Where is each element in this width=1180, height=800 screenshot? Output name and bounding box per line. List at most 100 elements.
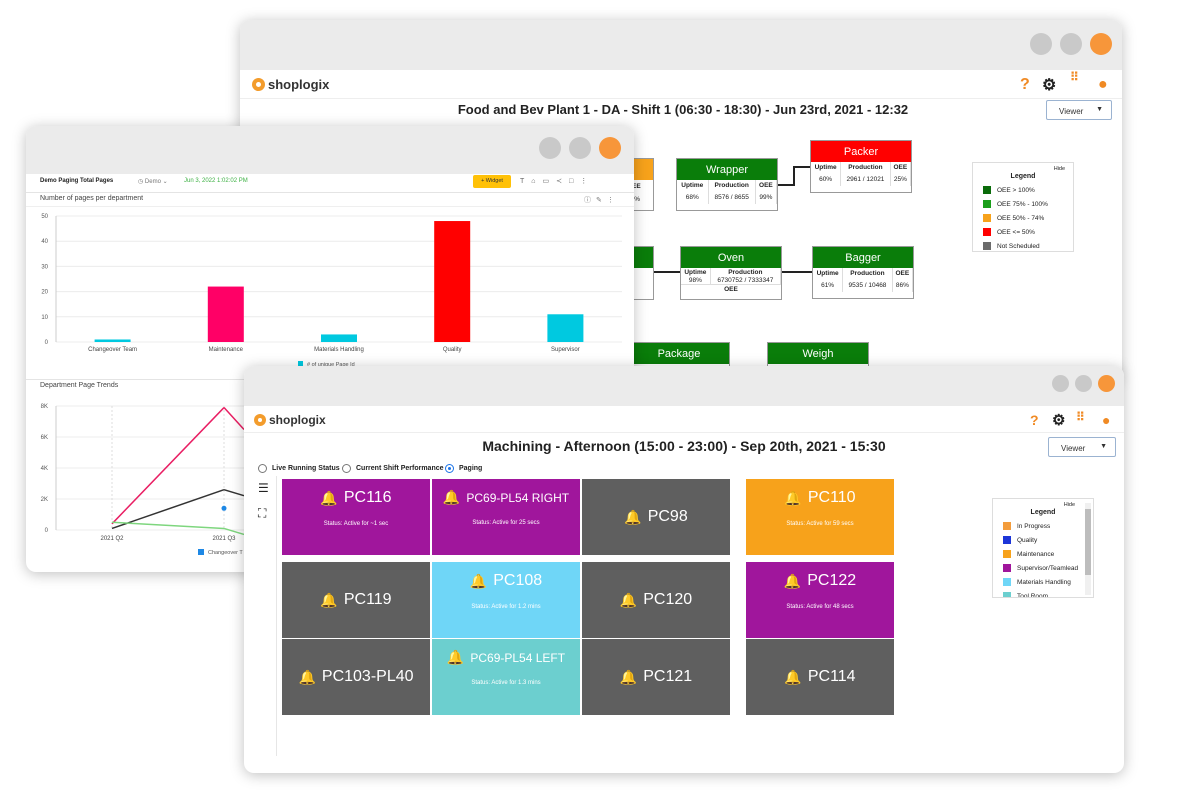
paging-legend: Hide Legend In Progress Quality Maintenanc…	[992, 498, 1094, 598]
radio-button[interactable]	[445, 464, 454, 473]
radio-option[interactable]: Live Running Status	[258, 464, 340, 473]
legend-item: Maintenance	[1003, 550, 1093, 558]
share-icon[interactable]: ≺	[556, 178, 570, 185]
gear-icon[interactable]: ⚙	[1052, 412, 1066, 429]
window-control-button[interactable]	[1098, 375, 1115, 392]
edit-icon[interactable]: ✎	[596, 197, 607, 204]
oee-header: OEE	[892, 268, 914, 279]
legend-label: Tool Room	[1017, 592, 1049, 598]
paging-tile[interactable]: 🔔 PC116 Status: Active for ~1 sec	[282, 479, 430, 555]
production-header: Production	[708, 180, 756, 191]
paging-tile[interactable]: 🔔 PC108 Status: Active for 1.2 mins	[432, 562, 580, 638]
uptime-header: Uptime	[677, 180, 709, 191]
window-control-button[interactable]	[599, 137, 621, 159]
paging-tile[interactable]: 🔔 PC120	[582, 562, 730, 638]
tile-header: 🔔 PC110	[784, 489, 855, 507]
radio-option[interactable]: Paging	[445, 464, 482, 473]
machine-box-packer[interactable]: Packer Uptime Production OEE 60% 2961 / 120…	[810, 140, 912, 193]
tile-header: 🔔 PC120	[620, 591, 692, 609]
image-icon[interactable]: ▭	[542, 178, 557, 185]
paging-tile[interactable]: 🔔 PC114	[746, 639, 894, 715]
machine-box-oven[interactable]: Oven Uptime Production 98% 6730752 / 73333…	[680, 246, 782, 300]
add-widget-button[interactable]: + Widget	[473, 175, 511, 188]
paging-window: shoplogix ? ⚙ ⠿ ● Machining - Afternoon …	[244, 366, 1124, 773]
series-line-tail	[223, 527, 245, 536]
legend-swatch	[983, 242, 991, 250]
legend-swatch	[983, 186, 991, 194]
lock-icon[interactable]: ⌂	[531, 178, 543, 185]
window-control-button[interactable]	[539, 137, 561, 159]
paging-tile[interactable]: 🔔 PC69-PL54 LEFT Status: Active for 1.3 mi…	[432, 639, 580, 715]
page-title: Food and Bev Plant 1 - DA - Shift 1 (06:…	[457, 102, 909, 117]
dashboard-name[interactable]: Demo Paging Total Pages	[40, 178, 114, 184]
machine-box-package[interactable]: Package	[628, 342, 730, 372]
legend-hide-link[interactable]: Hide	[1063, 502, 1075, 508]
apps-grid-icon[interactable]: ⠿	[1070, 70, 1079, 84]
tile-header: 🔔 PC69-PL54 RIGHT	[443, 489, 569, 506]
tile-name: PC110	[807, 489, 856, 506]
radio-button[interactable]	[342, 464, 351, 473]
question-icon[interactable]: ?	[1020, 76, 1030, 93]
legend-hide-link[interactable]: Hide	[1053, 166, 1065, 172]
legend-swatch	[1003, 592, 1011, 597]
tile-header: 🔔 PC116	[320, 489, 391, 507]
legend-swatch	[1003, 578, 1011, 586]
y-tick-label: 2K	[41, 497, 48, 503]
user-icon[interactable]: ●	[1098, 76, 1108, 93]
production-value: 9535 / 10468	[842, 279, 893, 292]
machine-box-bagger[interactable]: Bagger Uptime Production OEE 61% 9535 / 104…	[812, 246, 914, 299]
tile-header: 🔔 PC69-PL54 LEFT	[447, 649, 565, 666]
question-icon[interactable]: ?	[1030, 412, 1039, 428]
y-tick-label: 8K	[41, 404, 48, 410]
window-control-button[interactable]	[1052, 375, 1069, 392]
paging-tile[interactable]: 🔔 PC121	[582, 639, 730, 715]
tile-header: 🔔 PC114	[784, 668, 855, 686]
tile-name: PC69-PL54 LEFT	[470, 650, 566, 665]
paging-tile[interactable]: 🔔 PC103-PL40	[282, 639, 430, 715]
machine-box-wrapper[interactable]: Wrapper Uptime Production OEE 68% 8576 / 86…	[676, 158, 778, 211]
paging-tile[interactable]: 🔔 PC110 Status: Active for 59 secs	[746, 479, 894, 555]
window-control-button[interactable]	[1060, 33, 1082, 55]
radio-button[interactable]	[258, 464, 267, 473]
legend-label: Not Scheduled	[997, 242, 1040, 250]
legend-swatch	[983, 228, 991, 236]
tile-name: PC69-PL54 RIGHT	[466, 490, 570, 505]
viewer-select[interactable]: Viewer ▼	[1046, 100, 1112, 120]
more-icon[interactable]: ⋮	[606, 197, 619, 204]
window-control-button[interactable]	[1030, 33, 1052, 55]
apps-grid-icon[interactable]: ⠿	[1076, 410, 1085, 424]
paging-tile[interactable]: 🔔 PC122 Status: Active for 48 secs	[746, 562, 894, 638]
legend-label: OEE 75% - 100%	[997, 200, 1048, 208]
line-connector	[782, 271, 812, 273]
series-line	[111, 521, 225, 530]
gear-icon[interactable]: ⚙	[1042, 77, 1057, 94]
machine-stats: Uptime Production OEE 61% 9535 / 10468 86%	[813, 268, 914, 292]
viewer-select[interactable]: Viewer ▼	[1048, 437, 1116, 457]
pages-per-department-chart: 0 10 20 30 40 50 Changeover Team Maintenance Mat…	[41, 214, 622, 368]
tile-status: Status: Active for 1.2 mins	[471, 604, 541, 610]
radio-option[interactable]: Current Shift Performance	[342, 464, 444, 473]
user-icon[interactable]: ●	[1102, 412, 1111, 428]
oee-value: 86%	[892, 279, 914, 292]
comment-icon[interactable]: □	[569, 178, 581, 185]
legend-swatch	[983, 200, 991, 208]
filter-select[interactable]: ◷ Demo ⌄	[138, 178, 168, 185]
tile-status: Status: Active for 48 secs	[786, 604, 854, 610]
fullscreen-icon[interactable]: ⛶	[258, 506, 267, 520]
more-icon[interactable]: ⋮	[580, 178, 595, 185]
window-control-button[interactable]	[1090, 33, 1112, 55]
tile-status: Status: Active for ~1 sec	[323, 521, 389, 527]
window-control-button[interactable]	[1075, 375, 1092, 392]
legend-scrollbar[interactable]	[1085, 503, 1091, 595]
clock-icon: ◷	[138, 179, 144, 185]
paging-tile[interactable]: 🔔 PC69-PL54 RIGHT Status: Active for 25 se…	[432, 479, 580, 555]
y-tick-label: 6K	[41, 435, 48, 441]
paging-tile[interactable]: 🔔 PC119	[282, 562, 430, 638]
window-control-button[interactable]	[569, 137, 591, 159]
paging-tile[interactable]: 🔔 PC98	[582, 479, 730, 555]
info-icon[interactable]: ⓘ	[584, 197, 596, 204]
legend-item: Not Scheduled	[983, 242, 1073, 250]
list-view-icon[interactable]: ☰	[258, 481, 269, 495]
scrollbar-thumb[interactable]	[1085, 509, 1091, 575]
text-icon[interactable]: T	[520, 178, 532, 185]
